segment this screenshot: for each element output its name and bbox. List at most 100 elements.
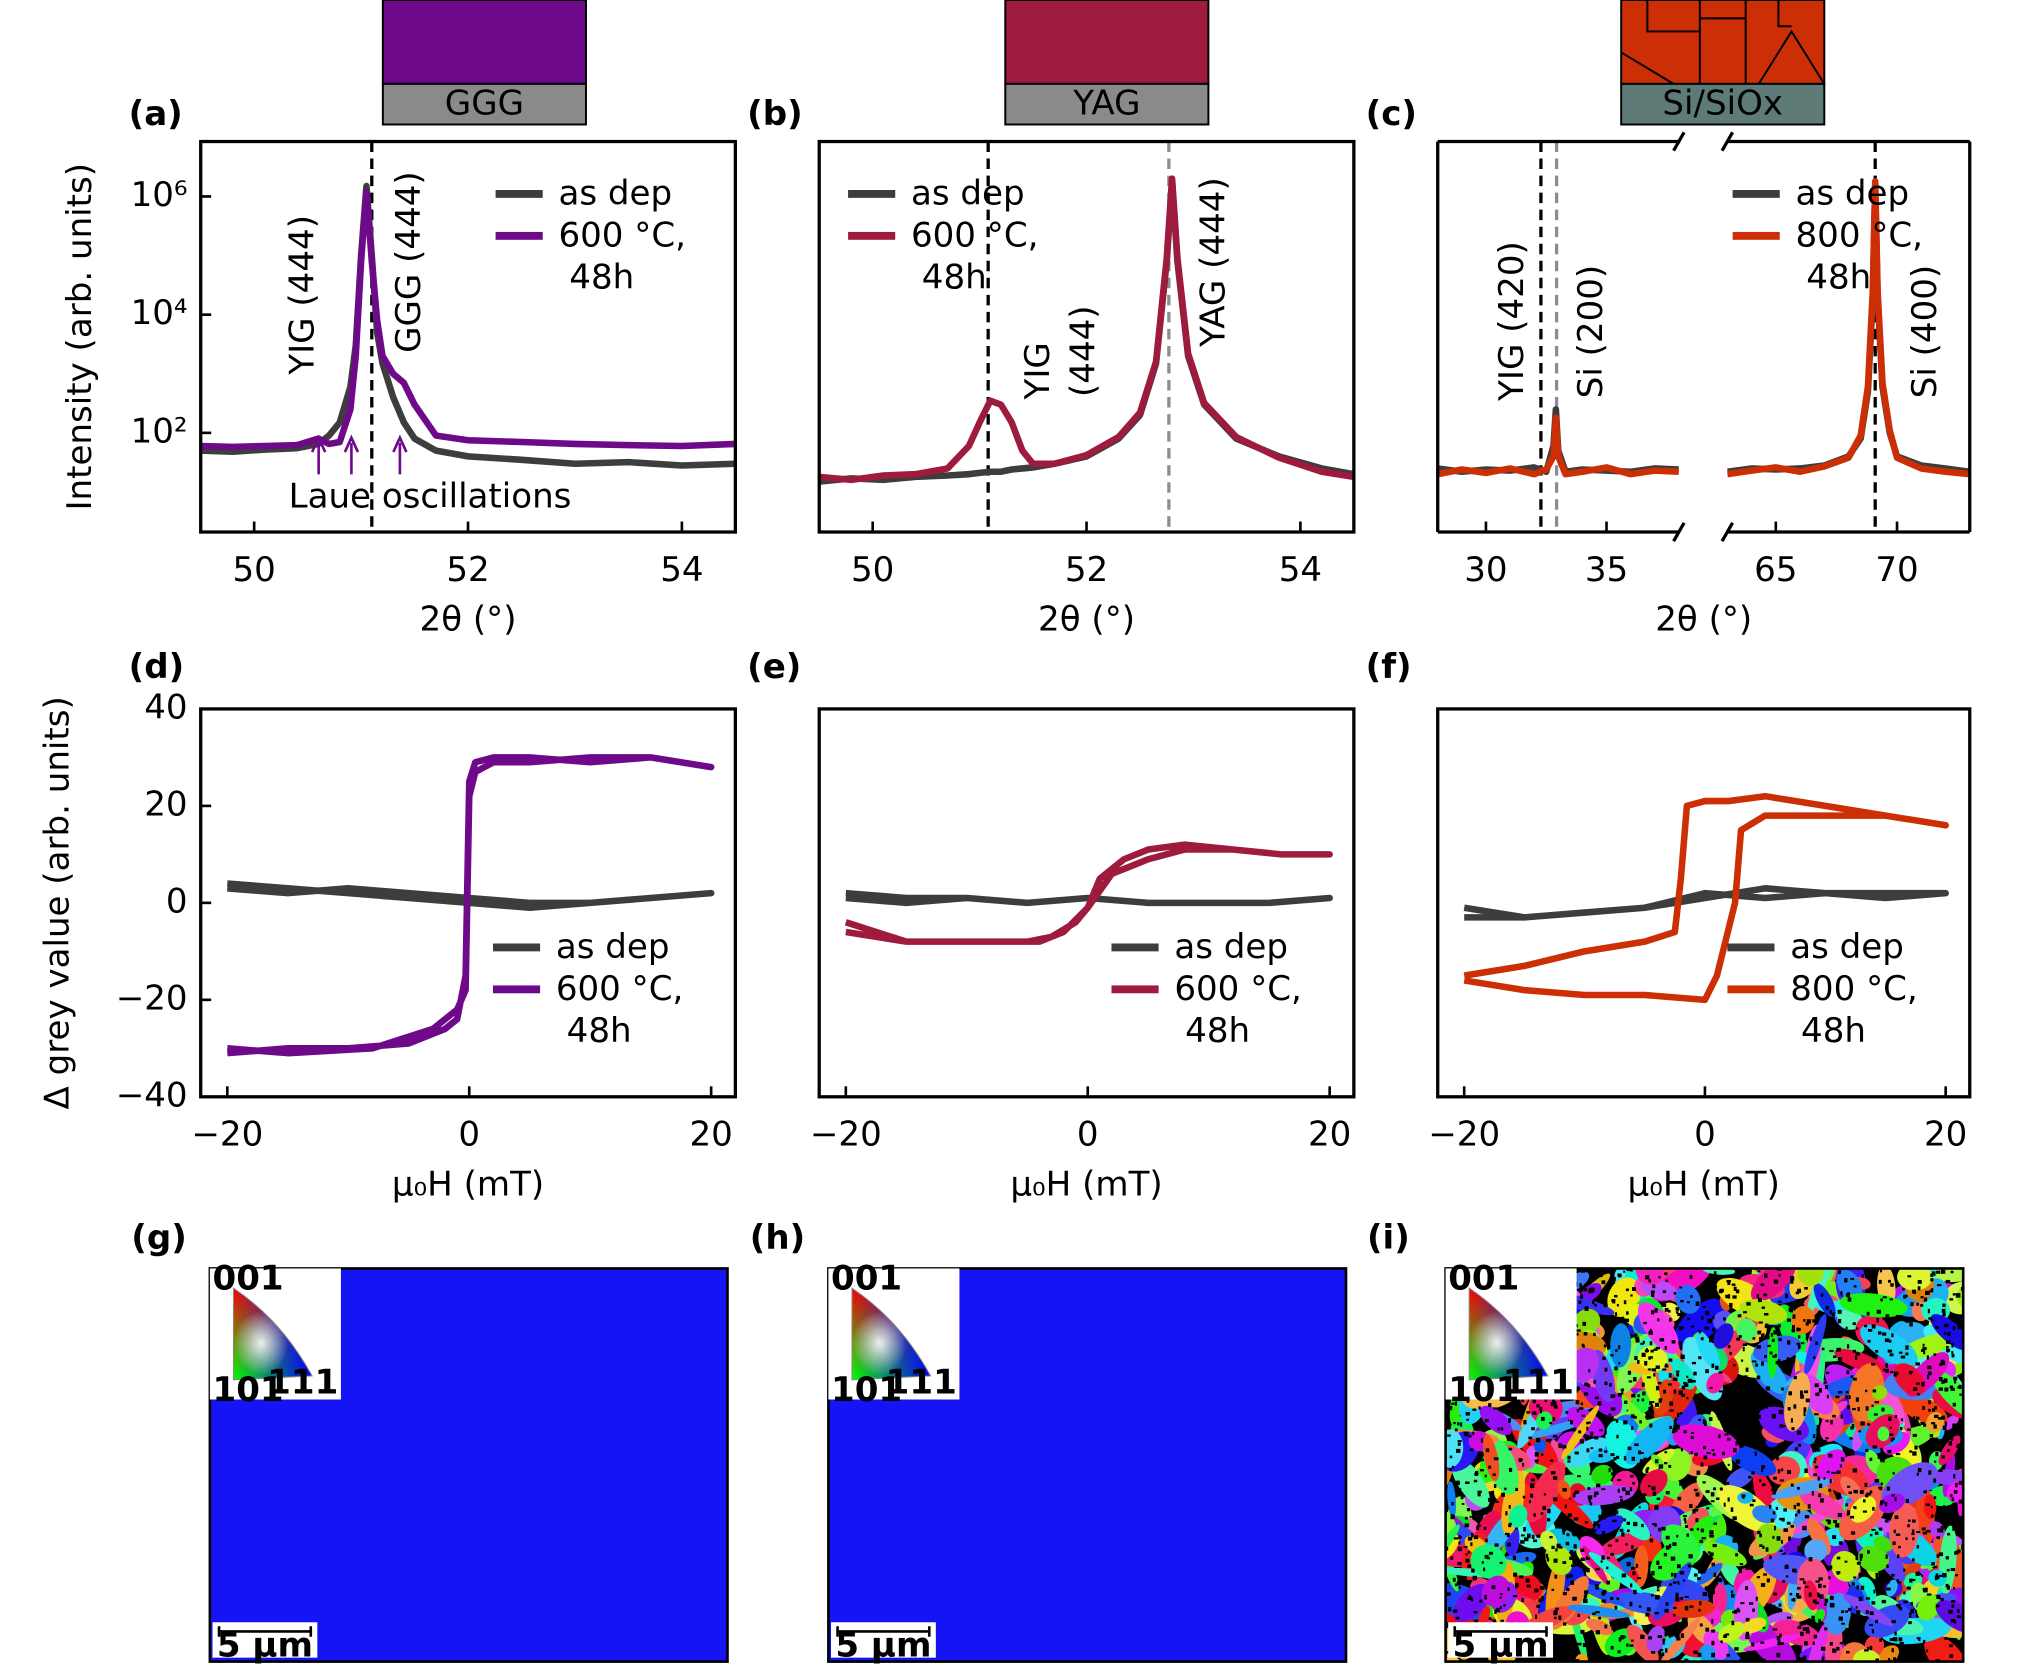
speckle — [1711, 1640, 1715, 1646]
x-tick-label: 65 — [1754, 550, 1797, 590]
speckle — [1813, 1473, 1818, 1477]
data-line — [845, 889, 1333, 907]
speckle — [1916, 1637, 1921, 1640]
speckle — [1917, 1286, 1921, 1291]
speckle — [1895, 1533, 1901, 1537]
legend-entry: as dep — [495, 173, 758, 215]
speckle — [1484, 1474, 1487, 1478]
speckle — [1468, 1595, 1472, 1600]
speckle — [1763, 1658, 1766, 1662]
speckle — [1872, 1506, 1875, 1511]
speckle — [1946, 1340, 1951, 1344]
speckle — [1757, 1414, 1761, 1420]
speckle — [1930, 1288, 1934, 1293]
speckle — [1694, 1452, 1698, 1456]
speckle — [1820, 1498, 1824, 1503]
speckle — [1836, 1470, 1841, 1474]
speckle — [1583, 1392, 1589, 1396]
speckle — [1578, 1300, 1582, 1304]
speckle — [1453, 1421, 1456, 1425]
speckle — [1898, 1351, 1903, 1354]
speckle — [1845, 1391, 1849, 1394]
speckle — [1536, 1404, 1540, 1408]
speckle — [1484, 1554, 1489, 1559]
grain — [1942, 1414, 1960, 1431]
speckle — [1675, 1307, 1680, 1311]
panel-label: (e) — [747, 647, 801, 687]
speckle — [1675, 1370, 1680, 1373]
grain — [1453, 1583, 1490, 1623]
speckle — [1466, 1418, 1469, 1421]
grain — [1797, 1268, 1824, 1286]
speckle — [1878, 1527, 1883, 1530]
speckle — [1821, 1347, 1825, 1351]
speckle — [1818, 1483, 1823, 1488]
grain — [1674, 1297, 1730, 1347]
speckle — [1853, 1285, 1857, 1288]
grain — [1699, 1644, 1716, 1662]
speckle — [1577, 1475, 1581, 1478]
speckle — [1755, 1596, 1758, 1601]
speckle — [1546, 1438, 1551, 1442]
speckle — [1642, 1340, 1645, 1344]
speckle — [1471, 1568, 1475, 1573]
x-tick-label: 50 — [851, 550, 894, 590]
speckle — [1702, 1305, 1706, 1309]
speckle — [1634, 1443, 1639, 1447]
grain — [1550, 1439, 1568, 1468]
speckle — [1933, 1353, 1937, 1356]
legend-label: as dep — [1790, 927, 1904, 968]
x-tick-label: −20 — [810, 1115, 882, 1155]
speckle — [1686, 1533, 1689, 1537]
speckle — [1815, 1580, 1820, 1583]
speckle — [1837, 1391, 1843, 1394]
legend-entry: as dep — [1732, 173, 1995, 215]
speckle — [1604, 1381, 1608, 1386]
speckle — [1659, 1648, 1664, 1652]
speckle — [1700, 1337, 1704, 1341]
speckle — [1797, 1625, 1802, 1630]
speckle — [1697, 1570, 1702, 1574]
speckle — [1796, 1342, 1800, 1346]
speckle — [1823, 1381, 1827, 1384]
speckle — [1760, 1583, 1766, 1587]
speckle — [1778, 1337, 1782, 1342]
speckle — [1928, 1317, 1933, 1320]
speckle — [1503, 1604, 1506, 1607]
speckle — [1930, 1273, 1933, 1277]
speckle — [1578, 1407, 1584, 1410]
speckle — [1703, 1455, 1708, 1460]
speckle — [1756, 1375, 1761, 1380]
speckle — [1687, 1378, 1692, 1383]
speckle — [1469, 1537, 1473, 1541]
speckle — [1777, 1324, 1781, 1328]
speckle — [1902, 1287, 1905, 1291]
speckle — [1473, 1479, 1478, 1483]
speckle — [1917, 1467, 1922, 1473]
speckle — [1833, 1519, 1838, 1524]
speckle — [1623, 1270, 1626, 1273]
x-axis-label: μ₀H (mT) — [392, 1164, 544, 1204]
speckle — [1631, 1639, 1634, 1642]
speckle — [1802, 1627, 1808, 1631]
speckle — [1797, 1335, 1801, 1339]
speckle — [1871, 1363, 1876, 1366]
grain — [1897, 1268, 1933, 1291]
speckle — [1889, 1353, 1894, 1357]
grain — [1767, 1327, 1779, 1379]
speckle — [1848, 1491, 1852, 1495]
speckle — [1640, 1342, 1644, 1345]
speckle — [1909, 1578, 1913, 1583]
legend-label: 800 °C, 48h — [1790, 969, 1918, 1051]
speckle — [1497, 1427, 1500, 1431]
speckle — [1912, 1451, 1917, 1456]
y-tick-label: −40 — [116, 1075, 188, 1115]
y-axis-label: Intensity (arb. units) — [60, 163, 100, 511]
speckle — [1451, 1465, 1455, 1469]
speckle — [1926, 1529, 1931, 1533]
grain — [1696, 1331, 1721, 1371]
speckle — [1719, 1398, 1723, 1402]
speckle — [1757, 1270, 1761, 1273]
speckle — [1844, 1560, 1848, 1563]
